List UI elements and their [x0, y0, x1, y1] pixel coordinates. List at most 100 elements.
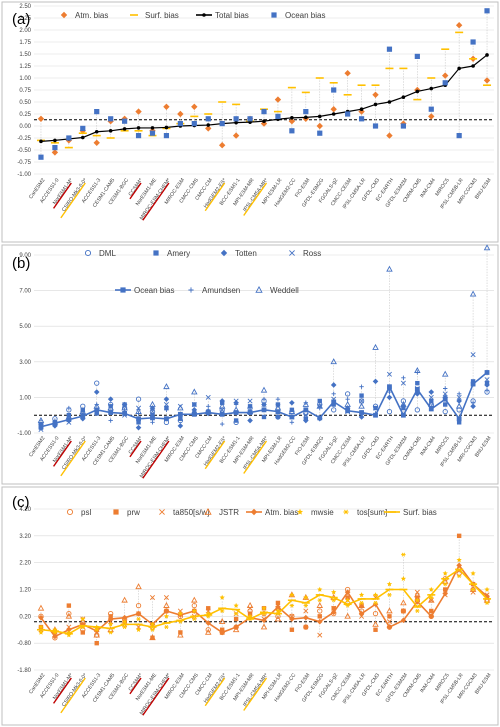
data-point [94, 129, 99, 134]
data-point [163, 402, 169, 408]
y-tick-label: 1.75 [19, 40, 31, 46]
data-point [52, 145, 58, 151]
highlight-underline [142, 440, 170, 479]
data-point [205, 394, 211, 400]
legend-entry: psl [66, 508, 91, 517]
data-point [218, 402, 226, 409]
data-point [135, 610, 142, 617]
data-point [233, 624, 239, 630]
highlight-underline [52, 677, 72, 704]
data-point [387, 384, 392, 390]
data-point [317, 114, 322, 119]
data-point [456, 416, 462, 422]
data-point [483, 596, 491, 603]
data-point [219, 594, 225, 600]
data-point [358, 116, 365, 122]
data-point [387, 592, 392, 597]
data-point [400, 412, 406, 418]
data-point [136, 616, 141, 622]
data-point [456, 391, 462, 397]
data-point [303, 407, 309, 413]
data-point [330, 609, 337, 616]
legend-label: Weddell [270, 286, 299, 295]
y-tick-label: -1.00 [17, 172, 31, 178]
data-point [331, 391, 336, 397]
data-point [456, 574, 462, 579]
data-point [317, 608, 323, 614]
data-point [234, 120, 238, 125]
data-point [135, 108, 142, 115]
data-point [247, 417, 253, 424]
data-point [331, 112, 336, 116]
data-point [485, 53, 489, 57]
data-point [387, 100, 392, 104]
legend-label: prw [127, 508, 140, 517]
highlight-underline [243, 182, 268, 216]
data-point [66, 632, 72, 638]
data-point [372, 123, 379, 129]
data-point [149, 400, 156, 407]
data-point [232, 626, 240, 633]
data-point [233, 398, 239, 404]
data-point [443, 402, 448, 407]
data-point [38, 625, 44, 630]
data-point [484, 382, 490, 388]
data-point [484, 8, 490, 14]
data-point [164, 416, 169, 422]
legend-label: Totten [235, 249, 257, 258]
data-point [247, 398, 253, 404]
data-point [191, 411, 197, 417]
data-point [443, 587, 448, 592]
data-point [219, 121, 225, 127]
data-point [149, 409, 156, 415]
data-point [219, 398, 225, 404]
legend-entry: mwsie [296, 508, 334, 517]
y-tick-label: 0.20 [19, 614, 31, 620]
legend-entry: Atm. bias [60, 11, 108, 20]
data-point [484, 586, 490, 592]
series-weddell [37, 244, 491, 425]
data-point [469, 290, 477, 297]
data-point [232, 406, 240, 413]
data-point [37, 115, 45, 122]
data-point [206, 404, 211, 409]
data-point [275, 604, 281, 610]
highlight-underline [204, 182, 226, 212]
data-point [358, 610, 365, 617]
data-point [471, 64, 475, 68]
data-point [178, 416, 183, 421]
data-point [246, 601, 254, 608]
data-point [359, 393, 364, 398]
data-point [400, 398, 407, 404]
data-point [359, 410, 364, 415]
data-point [288, 407, 296, 414]
data-point [344, 589, 351, 595]
y-tick-label: 0.75 [19, 88, 31, 94]
data-point [428, 389, 435, 395]
data-point [455, 402, 463, 409]
data-point [108, 418, 113, 423]
data-point [484, 600, 490, 605]
data-point [38, 614, 44, 621]
legend-label: Total bias [215, 11, 249, 20]
data-point [206, 123, 211, 127]
data-point [53, 138, 57, 143]
data-point [150, 415, 155, 421]
data-point [442, 80, 448, 86]
data-point [177, 423, 184, 429]
data-point [94, 380, 100, 386]
data-point [164, 407, 169, 413]
data-point [108, 630, 113, 635]
data-point [484, 388, 490, 393]
data-point [247, 116, 253, 122]
data-point [51, 149, 59, 156]
data-point [484, 377, 490, 383]
data-point [428, 586, 434, 592]
legend-label: psl [81, 508, 91, 517]
highlight-underline [129, 182, 142, 200]
data-point [373, 600, 378, 605]
data-point [302, 400, 310, 407]
data-point [219, 629, 225, 636]
data-point [331, 589, 337, 595]
y-tick-label: 0.25 [19, 112, 31, 118]
